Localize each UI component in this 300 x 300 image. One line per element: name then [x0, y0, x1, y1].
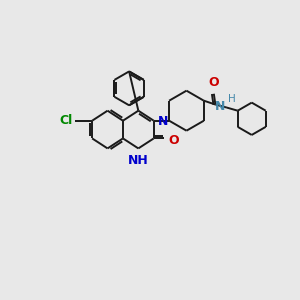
Text: N: N	[215, 100, 225, 112]
Text: NH: NH	[128, 154, 149, 167]
Text: Cl: Cl	[59, 114, 72, 127]
Text: H: H	[228, 94, 236, 104]
Text: O: O	[208, 76, 219, 89]
Text: O: O	[168, 134, 179, 147]
Text: N: N	[158, 115, 168, 128]
